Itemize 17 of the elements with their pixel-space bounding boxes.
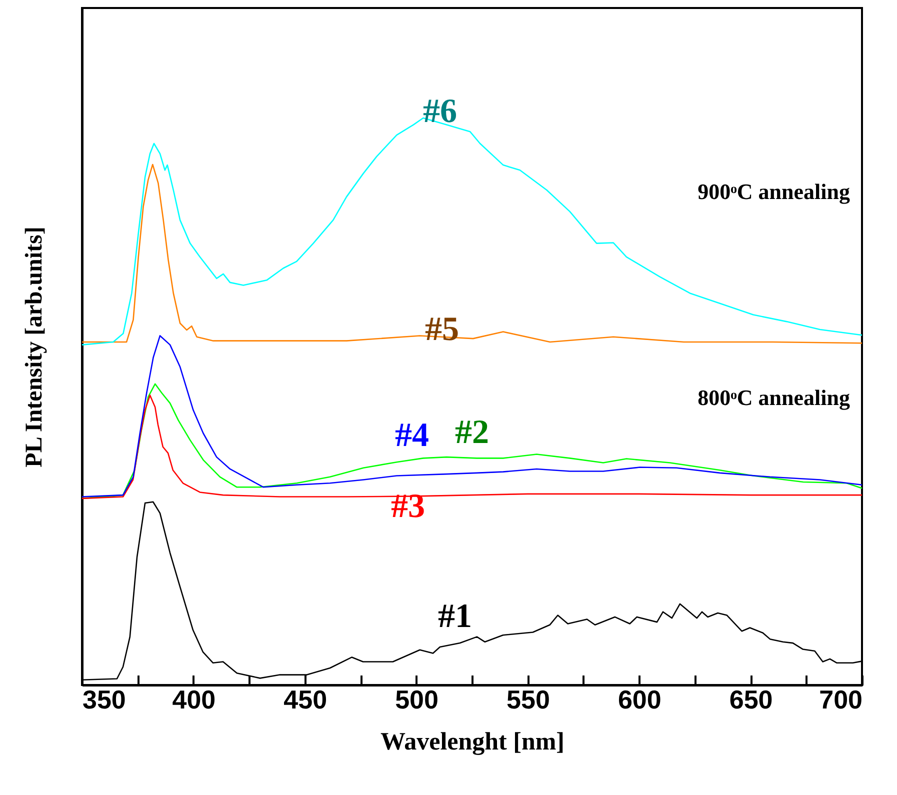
x-tick-label: 650: [729, 684, 773, 714]
y-axis-title: PL Intensity [arb.units]: [22, 226, 48, 468]
x-tick-label: 700: [819, 684, 862, 714]
series-label: #4: [395, 417, 429, 454]
x-tick-label: 600: [618, 684, 662, 714]
series-label: #6: [423, 93, 457, 130]
x-tick-label: 450: [284, 684, 328, 714]
x-axis-title: Wavelenght [nm]: [380, 728, 565, 756]
x-tick-label: 400: [172, 684, 216, 714]
series-label: #3: [391, 488, 425, 525]
x-tick-label: 350: [82, 684, 126, 714]
series-label: #2: [455, 414, 489, 451]
x-tick-label: 500: [395, 684, 438, 714]
series-label: #1: [438, 598, 472, 635]
x-tick-label: 550: [506, 684, 550, 714]
annotation: 900ᵒC annealing: [698, 179, 850, 204]
annotation: 800ᵒC annealing: [698, 385, 850, 410]
